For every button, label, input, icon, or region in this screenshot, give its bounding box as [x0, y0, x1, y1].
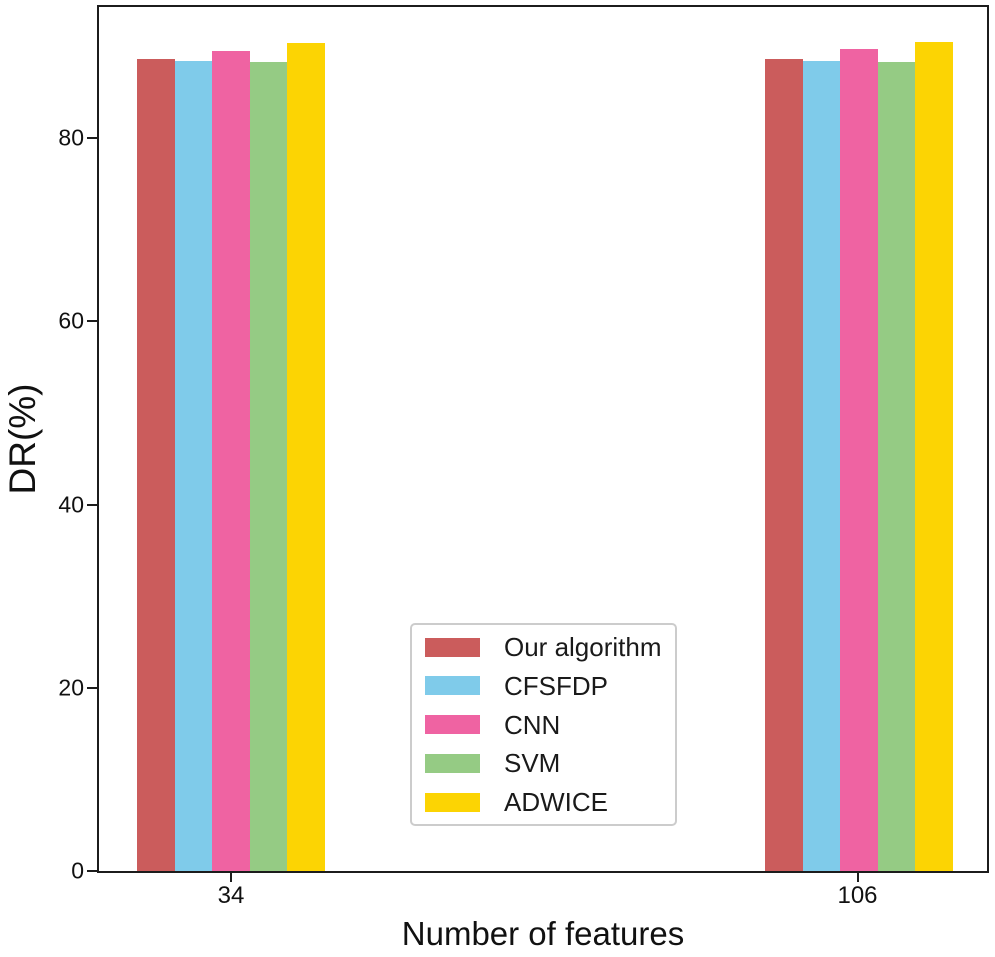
legend-item-cnn: CNN [425, 712, 662, 738]
plot-area: 0 20 40 60 80 34 106 Our algorithm CFSFDP CNN SV… [58, 5, 989, 908]
bar-svm-106 [877, 61, 916, 871]
y-tick-mark-60 [87, 320, 97, 323]
legend-swatch-cfsfdp [425, 676, 480, 696]
legend-label-our-algorithm: Our algorithm [504, 632, 662, 662]
legend: Our algorithm CFSFDP CNN SVM ADWICE [410, 623, 677, 826]
legend-label-cnn: CNN [504, 709, 561, 740]
bar-adwice-34 [287, 42, 325, 871]
x-tick-label-106: 106 [837, 882, 878, 909]
y-tick-label-80: 80 [58, 124, 84, 151]
bar-cfsfdp-34 [174, 61, 213, 871]
legend-item-svm: SVM [425, 750, 662, 776]
y-tick-label-40: 40 [58, 491, 84, 518]
y-tick-label-20: 20 [58, 674, 84, 701]
bar-our-algorithm-34 [137, 59, 175, 871]
bar-our-algorithm-106 [765, 59, 803, 871]
x-tick-mark-34 [230, 873, 232, 882]
bar-cfsfdp-106 [802, 61, 841, 871]
legend-swatch-adwice [425, 792, 480, 812]
legend-swatch-cnn [425, 715, 480, 734]
legend-label-cfsfdp: CFSFDP [504, 670, 608, 701]
y-tick-label-0: 0 [71, 857, 84, 884]
y-tick-mark-20 [87, 686, 97, 689]
y-tick-label-60: 60 [58, 307, 84, 334]
y-tick-mark-40 [87, 503, 97, 506]
bar-adwice-106 [915, 41, 953, 871]
legend-label-adwice: ADWICE [504, 787, 608, 817]
legend-swatch-svm [425, 753, 480, 773]
legend-swatch-our-algorithm [425, 637, 480, 657]
bar-cnn-34 [212, 50, 250, 871]
y-tick-mark-0 [87, 870, 97, 872]
bar-cnn-106 [840, 49, 878, 871]
x-tick-label-34: 34 [217, 882, 245, 909]
legend-label-svm: SVM [504, 748, 561, 779]
x-tick-mark-106 [856, 873, 859, 882]
x-axis-label: Number of features [401, 915, 685, 952]
y-axis-label: DR(%) [2, 383, 43, 495]
bar-svm-34 [249, 61, 288, 871]
legend-item-cfsfdp: CFSFDP [425, 673, 662, 699]
y-tick-mark-80 [87, 137, 97, 140]
legend-item-our-algorithm: Our algorithm [425, 634, 662, 660]
legend-item-adwice: ADWICE [425, 789, 662, 815]
